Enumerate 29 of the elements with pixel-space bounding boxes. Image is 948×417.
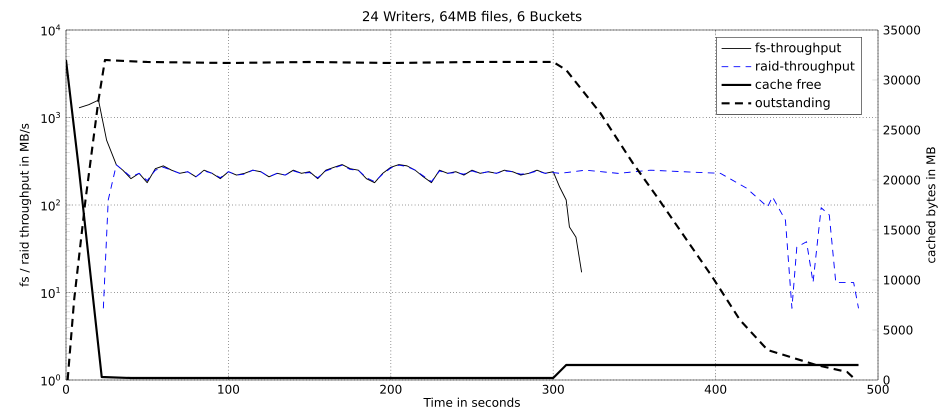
x-tick-label: 200 [380,384,402,394]
y2-tick-label: 25000 [884,125,920,135]
line-series [102,164,859,309]
y2-tick-label: 15000 [884,225,920,235]
x-tick-label: 300 [542,384,564,394]
x-tick-label: 400 [704,384,726,394]
y-tick-label: 10$^{0}$ [42,374,60,386]
y2-tick-label: 35000 [884,25,920,35]
y2-tick-label: 0 [884,375,890,385]
y-tick-label: 10$^{4}$ [42,24,60,36]
y2-tick-label: 10000 [884,275,920,285]
y2-tick-label: 5000 [884,325,912,335]
x-tick-label: 100 [218,384,240,394]
x-tick-label: 0 [62,384,70,394]
legend-label: outstanding [756,97,830,110]
x-axis-title: Time in seconds [423,398,520,407]
y-tick-label: 10$^{2}$ [42,199,60,211]
y2-tick-label: 20000 [884,175,920,185]
y-tick-label: 10$^{1}$ [42,286,60,298]
chart-title: 24 Writers, 64MB files, 6 Buckets [362,10,582,23]
line-series [78,100,582,273]
legend-label: raid-throughput [756,60,855,74]
legend-label: cache free [756,79,821,89]
legend-label: fs-throughput [755,42,842,55]
y-axis-title: fs / raid throughput in MB/s [19,124,32,287]
y-tick-label: 10$^{3}$ [42,112,60,124]
y2-tick-label: 30000 [884,75,920,85]
x-tick-label: 500 [867,384,889,394]
y2-axis-title: cached bytes in MB [926,147,938,263]
